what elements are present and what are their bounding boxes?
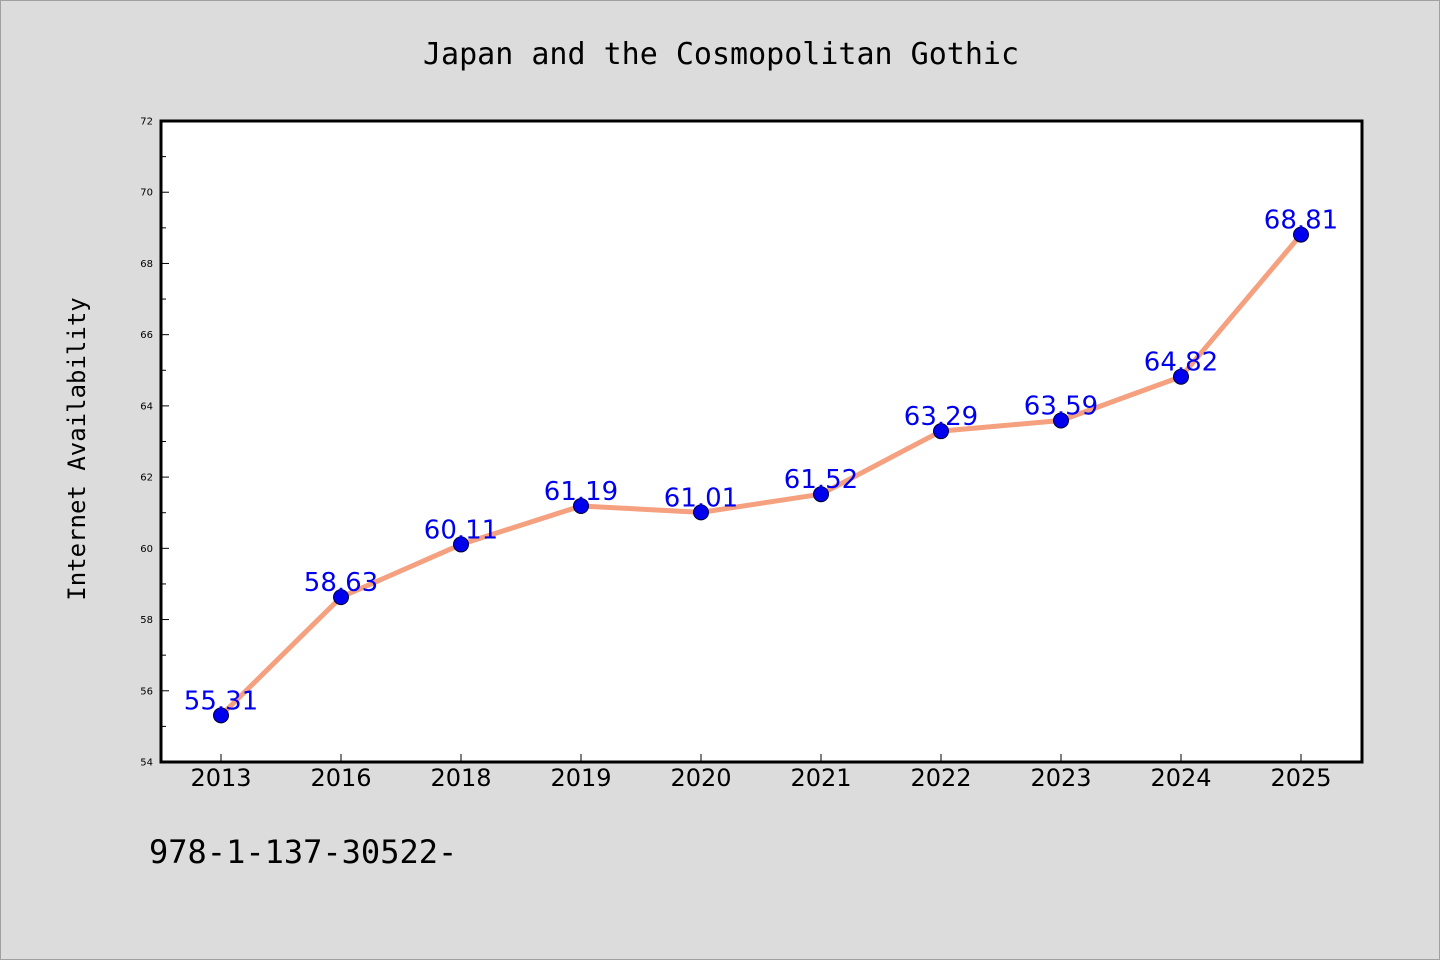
x-tick-label: 2022 bbox=[910, 764, 971, 792]
data-point-marker bbox=[1173, 368, 1189, 385]
y-tick-label: 58 bbox=[140, 615, 153, 626]
y-axis-label: Internet Availability bbox=[63, 297, 91, 600]
x-tick-label: 2024 bbox=[1150, 764, 1211, 792]
x-tick-label: 2020 bbox=[670, 764, 731, 792]
x-tick-label: 2018 bbox=[430, 764, 491, 792]
y-axis: 54 56 58 60 62 64 66 68 70 72 bbox=[140, 117, 169, 769]
x-axis: 2013 2016 2018 2019 2020 2021 2022 2023 2024 2025 bbox=[190, 754, 1332, 792]
y-tick-label: 66 bbox=[140, 330, 153, 341]
y-tick-label: 64 bbox=[140, 401, 153, 412]
data-point-label: 58.63 bbox=[304, 568, 378, 598]
footer-note: 978-1-137-30522- bbox=[149, 833, 458, 871]
data-point-label: 68.81 bbox=[1264, 206, 1338, 236]
data-point-marker bbox=[693, 504, 709, 521]
data-point-marker bbox=[213, 707, 229, 724]
y-tick-label: 54 bbox=[140, 758, 153, 769]
data-point-marker bbox=[333, 589, 349, 606]
data-label-group: 55.31 58.63 60.11 61.19 61.01 61.52 63.29 63.59… bbox=[184, 206, 1338, 717]
chart-title: Japan and the Cosmopolitan Gothic bbox=[423, 37, 1019, 72]
y-tick-label: 70 bbox=[140, 188, 153, 199]
plot-area bbox=[159, 119, 1364, 764]
y-tick-label: 72 bbox=[140, 117, 153, 128]
y-tick-label: 56 bbox=[140, 686, 153, 697]
data-point-marker bbox=[933, 423, 949, 440]
x-tick-label: 2023 bbox=[1030, 764, 1091, 792]
y-tick-label: 68 bbox=[140, 259, 153, 270]
data-point-label: 61.52 bbox=[784, 465, 858, 495]
series-line bbox=[218, 232, 1304, 718]
data-point-label: 61.01 bbox=[664, 483, 738, 513]
data-point-marker bbox=[453, 536, 469, 553]
data-point-label: 60.11 bbox=[424, 515, 498, 545]
x-tick-label: 2013 bbox=[190, 764, 251, 792]
series-group bbox=[213, 226, 1309, 724]
data-point-marker bbox=[813, 486, 829, 503]
data-point-label: 64.82 bbox=[1144, 348, 1218, 378]
x-tick-label: 2021 bbox=[790, 764, 851, 792]
data-point-label: 63.59 bbox=[1024, 391, 1098, 421]
data-point-label: 63.29 bbox=[904, 402, 978, 432]
data-point-marker bbox=[573, 497, 589, 514]
data-point-label: 61.19 bbox=[544, 477, 618, 507]
data-point-label: 55.31 bbox=[184, 686, 258, 716]
y-tick-label: 62 bbox=[140, 473, 153, 484]
x-tick-label: 2019 bbox=[550, 764, 611, 792]
x-tick-label: 2016 bbox=[310, 764, 371, 792]
data-point-marker bbox=[1293, 226, 1309, 243]
y-tick-label: 60 bbox=[140, 544, 153, 555]
x-tick-label: 2025 bbox=[1270, 764, 1331, 792]
data-point-marker bbox=[1053, 412, 1069, 429]
